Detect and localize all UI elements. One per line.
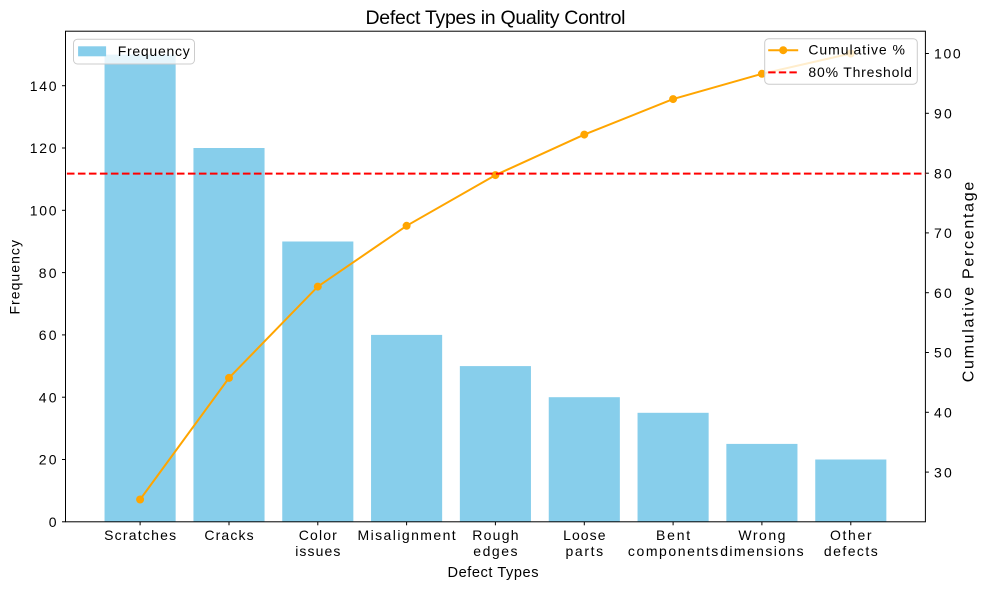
svg-text:Defect Types: Defect Types — [448, 565, 539, 581]
svg-text:Frequency: Frequency — [7, 240, 23, 315]
svg-text:dimensions: dimensions — [720, 543, 803, 559]
svg-text:Cracks: Cracks — [204, 527, 253, 543]
svg-text:issues: issues — [295, 543, 340, 559]
svg-text:Scratches: Scratches — [104, 527, 176, 543]
svg-text:0: 0 — [49, 514, 57, 530]
svg-text:Bent: Bent — [656, 527, 690, 543]
svg-text:80% Threshold: 80% Threshold — [808, 64, 912, 80]
svg-text:components: components — [628, 543, 718, 559]
svg-text:Wrong: Wrong — [738, 527, 785, 543]
svg-text:Other: Other — [830, 527, 872, 543]
svg-text:Cumulative Percentage: Cumulative Percentage — [961, 182, 978, 383]
svg-text:100: 100 — [934, 46, 961, 62]
svg-text:edges: edges — [473, 543, 517, 559]
svg-text:Cumulative %: Cumulative % — [808, 42, 905, 58]
svg-text:Rough: Rough — [472, 527, 518, 543]
svg-text:parts: parts — [566, 543, 604, 559]
svg-text:Frequency: Frequency — [118, 43, 190, 59]
svg-text:Misalignment: Misalignment — [358, 527, 456, 543]
svg-text:Loose: Loose — [563, 527, 606, 543]
svg-text:Defect Types in Quality Contro: Defect Types in Quality Control — [366, 7, 626, 29]
svg-text:100: 100 — [30, 203, 57, 219]
svg-text:120: 120 — [30, 140, 57, 156]
svg-text:140: 140 — [30, 78, 57, 94]
